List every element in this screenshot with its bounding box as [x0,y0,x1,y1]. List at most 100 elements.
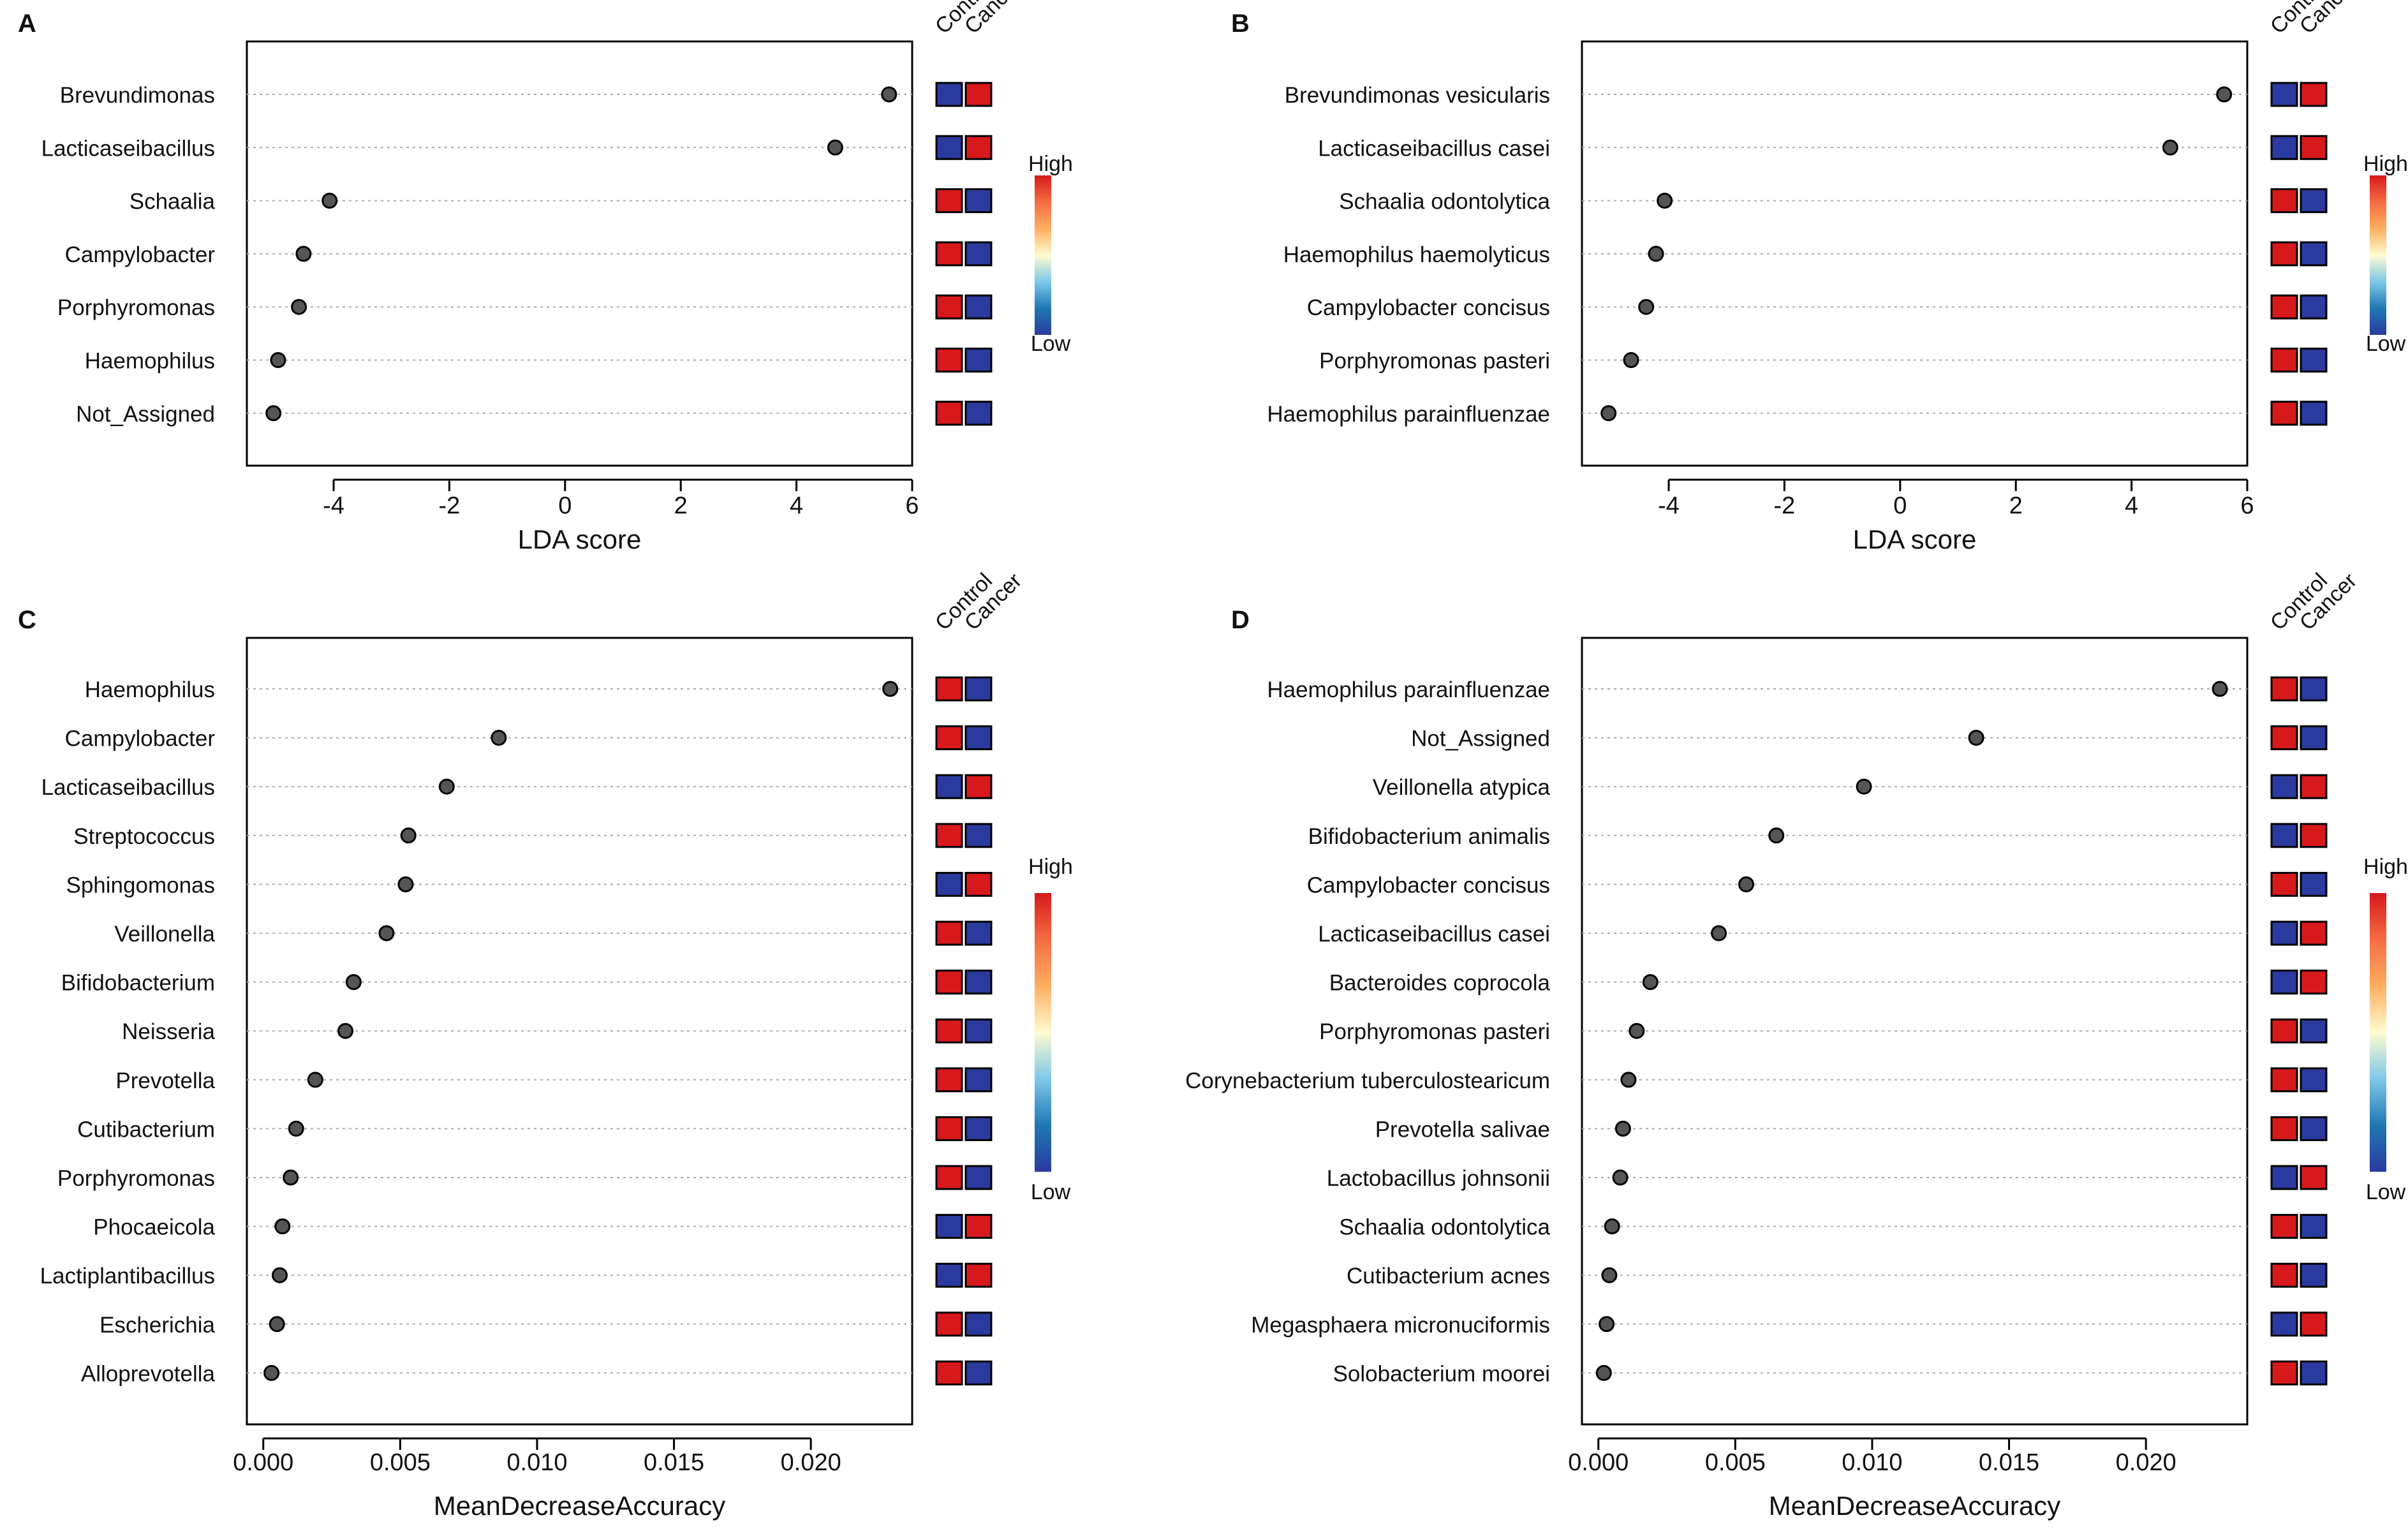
heatmap-cell-cancer [2300,188,2328,214]
heatmap-cell-cancer [964,1018,993,1044]
color-key-low-label: Low [2366,1180,2406,1204]
heatmap-cell-cancer [2300,1311,2328,1337]
heatmap-cell-control [2270,1165,2298,1190]
heatmap-cell-control [935,1311,963,1337]
y-tick-label: Phocaeicola [93,1215,215,1240]
heatmap-cell-control [2270,676,2298,702]
data-point [1614,1120,1631,1137]
x-axis-title: LDA score [1853,524,1977,554]
heatmap-cell-cancer [964,348,993,373]
heatmap-cell-control [2270,241,2298,267]
data-point [283,1169,299,1186]
heatmap-cell-control [2270,401,2298,426]
data-point [274,1218,291,1235]
y-tick-label: Cutibacterium [77,1117,215,1142]
heatmap-cell-cancer [964,294,993,320]
data-point [270,352,286,368]
heatmap-cell-control [2270,1018,2298,1044]
heatmap-cell-control [935,294,963,320]
y-tick-label: Prevotella salivae [1375,1117,1550,1142]
data-point [1600,405,1617,422]
panel-tag: D [1231,606,1250,634]
heatmap-cell-control [2270,82,2298,107]
heatmap-cell-control [935,676,963,702]
y-tick-label: Schaalia [129,189,216,214]
heatmap-cell-control [2270,188,2298,214]
y-tick-label: Porphyromonas pasteri [1319,349,1550,374]
data-point [1642,974,1658,991]
heatmap-cell-cancer [2300,1262,2328,1288]
heatmap-cell-cancer [2300,1116,2328,1141]
y-tick-label: Lacticaseibacillus [41,136,215,161]
heatmap-cell-cancer [2300,135,2328,160]
x-tick-label: -2 [1774,492,1796,519]
heatmap-cell-control [935,188,963,214]
heatmap-cell-cancer [2300,1360,2328,1385]
heatmap-cell-control [935,1067,963,1093]
heatmap-cell-cancer [964,135,993,160]
heatmap-cell-cancer [964,1360,993,1385]
color-key-high-label: High [2363,152,2408,176]
x-tick-label: 0.005 [1705,1449,1766,1476]
data-point [1601,1267,1618,1283]
data-point [263,1364,280,1381]
heatmap-cell-cancer [964,188,993,214]
data-point [400,827,417,844]
heatmap-cell-cancer [964,1165,993,1190]
heatmap-cell-cancer [2300,774,2328,799]
y-tick-label: Bacteroides coprocola [1329,971,1551,996]
color-key-bar [1035,893,1051,1172]
heatmap-cell-control [2270,1360,2298,1385]
heatmap-cell-control [935,1116,963,1141]
y-tick-label: Cutibacterium acnes [1347,1264,1550,1289]
x-tick-label: 0.020 [2116,1449,2176,1476]
heatmap-cell-control [935,871,963,897]
heatmap-cell-control [935,1262,963,1288]
data-point [1595,1364,1612,1381]
heatmap-cell-control [2270,970,2298,995]
x-axis-title: MeanDecreaseAccuracy [434,1491,726,1521]
data-point [265,405,282,422]
heatmap-cell-control [935,348,963,373]
data-point [1657,193,1673,209]
color-key-low-label: Low [1031,332,1071,356]
heatmap-cell-control [2270,1116,2298,1141]
x-tick-label: 6 [905,492,919,519]
panel-c: C Haemophilus Campylobacter Lacticaseibacil… [18,568,1073,1521]
y-tick-label: Campylobacter [65,242,216,267]
x-axis-title: MeanDecreaseAccuracy [1769,1491,2061,1521]
heatmap-cell-control [2270,294,2298,320]
data-point [1968,730,1984,746]
x-tick-label: 0.015 [644,1449,704,1476]
y-tick-label: Campylobacter [65,727,216,751]
heatmap-cell-cancer [964,871,993,897]
y-tick-label: Haemophilus haemolyticus [1283,242,1550,267]
y-tick-label: Haemophilus [85,677,215,702]
y-tick-label: Alloprevotella [81,1361,216,1386]
y-tick-label: Porphyromonas [57,1166,215,1191]
x-tick-label: 0 [1893,492,1907,519]
y-tick-label: Bifidobacterium [61,971,215,996]
heatmap-cell-cancer [964,1214,993,1239]
data-point [827,139,843,156]
heatmap-cell-control [935,135,963,160]
heatmap-cell-cancer [964,725,993,751]
heatmap-cell-control [935,1360,963,1385]
heatmap-cell-control [2270,920,2298,946]
y-tick-label: Campylobacter concisus [1307,873,1550,897]
color-key-low-label: Low [2366,332,2406,356]
heatmap-cell-cancer [2300,970,2328,995]
heatmap-cell-cancer [964,920,993,946]
data-point [378,925,395,942]
x-tick-label: 6 [2240,492,2254,519]
panel-b: B Brevundimonas vesicularis Lacticaseibaci… [1231,0,2408,554]
y-tick-label: Lactobacillus johnsonii [1327,1166,1550,1191]
heatmap-cell-cancer [2300,823,2328,848]
y-tick-label: Brevundimonas [60,83,215,108]
heatmap-cell-cancer [964,970,993,995]
heatmap-cell-cancer [2300,348,2328,373]
y-tick-label: Porphyromonas [57,295,215,320]
color-key-bar [2370,893,2386,1172]
data-point [438,778,455,795]
y-tick-label: Campylobacter concisus [1307,295,1550,320]
